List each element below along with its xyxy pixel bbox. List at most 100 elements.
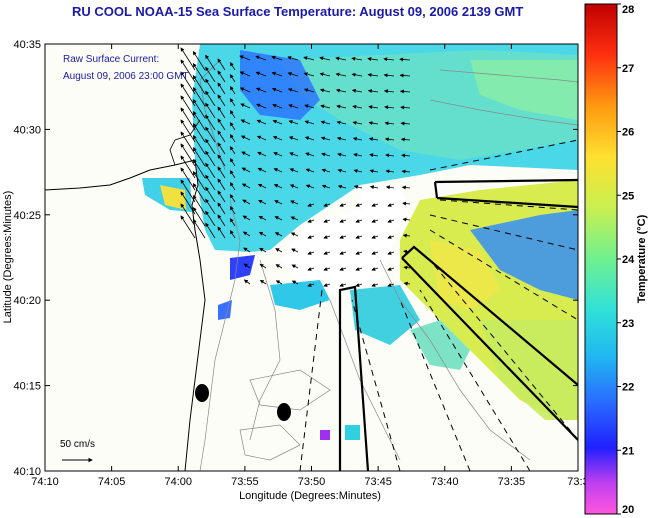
current-vector [339, 235, 347, 239]
x-axis-ticks: 74:10 74:05 74:00 73:55 73:50 73:45 73:40 73:35… [31, 44, 589, 488]
current-vector [180, 167, 196, 191]
current-vector [257, 151, 267, 157]
current-vector [257, 167, 267, 173]
current-vector [399, 89, 411, 94]
current-vector [259, 263, 267, 269]
current-vector [339, 251, 347, 255]
current-vector [287, 88, 299, 93]
current-vector [255, 71, 267, 77]
current-vector [272, 135, 283, 141]
current-vectors [180, 47, 411, 287]
station-marker [195, 384, 209, 402]
current-vector [192, 86, 206, 107]
current-vector [319, 88, 331, 93]
current-vector [323, 219, 331, 223]
colorbar-label: Temperature (°C) [636, 214, 648, 303]
current-vector [229, 217, 236, 227]
current-vector [192, 122, 206, 143]
current-vector [319, 72, 331, 77]
current-vector [241, 183, 251, 189]
current-vector [401, 169, 411, 174]
current-vector [352, 120, 363, 125]
current-vector [229, 145, 236, 155]
current-vector [217, 94, 226, 107]
current-vector [180, 143, 196, 167]
current-vector [192, 110, 206, 131]
current-vector [335, 88, 347, 93]
current-vector [217, 190, 226, 203]
x-tick-label: 73:35 [498, 476, 526, 488]
colorbar-tick-label: 22 [622, 382, 634, 394]
current-vector [229, 97, 236, 107]
current-vector [305, 152, 315, 157]
current-vector [307, 203, 315, 207]
y-tick-label: 40:30 [13, 124, 41, 136]
current-vector [290, 232, 299, 237]
y-tick-label: 40:35 [13, 39, 41, 51]
current-vector [321, 168, 331, 173]
current-vector [256, 103, 267, 109]
current-vector [353, 152, 363, 157]
current-vector [217, 82, 226, 95]
current-vector [321, 184, 331, 189]
current-vector [385, 185, 395, 190]
current-vector [351, 72, 363, 77]
current-vector [337, 168, 347, 173]
current-vector [192, 170, 206, 191]
current-vector [303, 88, 315, 93]
current-vector [229, 205, 236, 215]
current-vector [217, 118, 226, 131]
current-vector [229, 229, 236, 239]
current-vector [352, 136, 363, 141]
colorbar-tick-label: 23 [622, 318, 634, 330]
current-vector [387, 283, 395, 287]
current-vector [371, 203, 379, 207]
current-vector [304, 120, 315, 125]
current-vector [217, 226, 226, 239]
current-vector [229, 193, 236, 203]
current-vector [192, 74, 206, 95]
current-vector [369, 153, 379, 158]
current-vector [367, 73, 379, 78]
transect-box-southeast [401, 245, 578, 441]
current-vector [387, 219, 395, 223]
current-vector [323, 203, 331, 207]
current-vector [400, 137, 411, 142]
current-legend-line1: Raw Surface Current: [63, 54, 159, 65]
current-vector [243, 279, 251, 285]
current-vector [229, 121, 236, 131]
current-vector [180, 107, 196, 131]
current-vector [205, 78, 216, 95]
x-tick-label: 74:10 [31, 476, 59, 488]
current-vector [217, 154, 226, 167]
current-vector [307, 235, 315, 239]
current-vector [217, 178, 226, 191]
current-vector [192, 194, 206, 215]
current-vector [355, 267, 363, 271]
colorbar-tick-label: 26 [622, 127, 634, 139]
current-vector [289, 184, 299, 189]
current-vector [242, 231, 251, 237]
current-vector [387, 235, 395, 239]
current-vector [368, 121, 379, 126]
current-vector [383, 89, 395, 94]
current-vector [337, 152, 347, 157]
current-vector [217, 166, 226, 179]
current-vector [205, 210, 216, 227]
current-vector [355, 251, 363, 255]
y-axis-label: Latitude (Degrees:Minutes) [2, 191, 14, 324]
current-vector [323, 283, 331, 287]
current-vector [400, 121, 411, 126]
scale-label: 50 cm/s [60, 439, 95, 450]
current-vector [371, 235, 379, 239]
current-vector [240, 119, 251, 125]
current-vector [205, 222, 216, 239]
current-vector [336, 104, 347, 109]
current-vector [180, 95, 196, 119]
current-vector [180, 119, 196, 143]
current-vector [243, 263, 251, 269]
current-vector [205, 162, 216, 179]
current-vector [335, 56, 347, 61]
current-vector [229, 109, 236, 119]
current-vector [367, 89, 379, 94]
